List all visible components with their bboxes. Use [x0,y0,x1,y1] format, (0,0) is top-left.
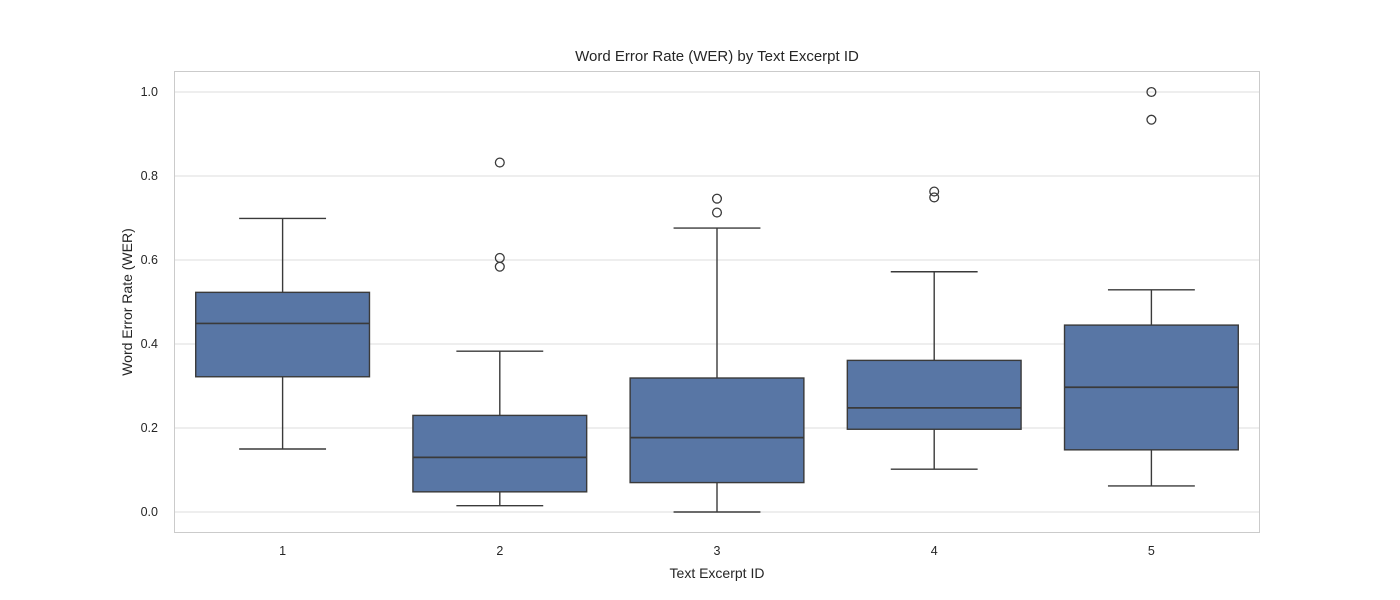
outlier-point [1146,86,1157,98]
x-tick-label: 5 [1147,544,1155,558]
y-tick-label: 0.0 [140,505,158,519]
iqr-box [629,377,805,484]
x-tick-label: 4 [930,544,938,558]
outlier-point [711,207,723,218]
iqr-box [412,414,588,493]
boxplot-category-1 [195,217,371,450]
y-tick-label: 1.0 [140,85,158,99]
outlier-point [494,252,505,263]
x-tick-label: 2 [496,544,504,558]
iqr-box [846,359,1022,430]
boxplot-category-4 [846,186,1022,470]
outlier-point [1146,114,1157,125]
x-tick-label: 1 [279,544,287,558]
boxplot-category-5 [1063,86,1239,487]
y-axis-label: Word Error Rate (WER) [119,228,135,376]
x-axis-label: Text Excerpt ID [669,565,765,581]
outlier-point [929,186,940,197]
boxplot-category-2 [412,157,588,507]
outlier-point [494,261,505,272]
iqr-box [195,291,371,378]
outlier-point [711,193,723,204]
x-tick-label: 3 [713,544,721,558]
boxplot-canvas [174,71,1260,533]
boxplot-category-3 [629,193,805,513]
y-tick-label: 0.4 [140,337,158,351]
outlier-point [494,157,505,168]
y-tick-label: 0.8 [140,169,158,183]
outlier-point [929,192,940,203]
y-tick-label: 0.6 [140,253,158,267]
plot-area [174,71,1260,533]
y-tick-label: 0.2 [140,421,158,435]
chart-title: Word Error Rate (WER) by Text Excerpt ID [575,48,859,65]
axes-border [174,71,1260,533]
